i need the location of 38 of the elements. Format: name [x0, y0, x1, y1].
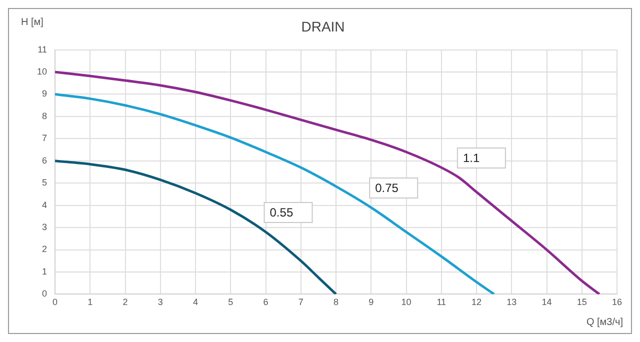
series-label: 0.55: [270, 205, 294, 220]
y-axis-title: H [м]: [21, 16, 44, 28]
y-tick-label: 3: [42, 222, 48, 232]
x-tick-label: 4: [193, 297, 198, 308]
y-tick-label: 9: [42, 88, 48, 99]
x-tick-label: 7: [298, 297, 304, 308]
x-tick-label: 10: [401, 297, 412, 308]
x-tick-label: 0: [52, 297, 58, 308]
line-series: [55, 160, 338, 294]
x-tick-label: 6: [263, 297, 268, 308]
x-axis-title: Q [м3/ч]: [586, 316, 624, 328]
series-label: 1.1: [462, 150, 480, 165]
y-tick-label: 4: [42, 200, 48, 210]
x-tick-label: 11: [436, 297, 446, 308]
chart-title: DRAIN: [301, 18, 345, 34]
series-label: 0.75: [375, 180, 399, 195]
y-tick-label: 7: [42, 133, 48, 144]
x-tick-label: 15: [576, 297, 587, 308]
y-tick-label: 1: [42, 266, 48, 276]
x-tick-label: 12: [471, 297, 482, 308]
x-tick-label: 3: [158, 297, 163, 308]
y-tick-label: 10: [36, 66, 48, 77]
x-tick-label: 8: [334, 297, 339, 308]
y-tick-label: 2: [42, 244, 48, 254]
line-series: [55, 92, 496, 294]
y-tick-label: 5: [42, 178, 48, 188]
x-tick-label: 16: [612, 297, 622, 308]
x-tick-label: 5: [228, 297, 234, 308]
x-tick-label: 1: [88, 297, 93, 308]
y-tick-label: 11: [38, 44, 48, 54]
line-series: [55, 70, 601, 294]
y-tick-label: 8: [42, 110, 48, 121]
x-tick-label: 2: [122, 297, 128, 308]
y-tick-label: 6: [42, 155, 48, 166]
x-tick-label: 9: [368, 297, 374, 308]
x-tick-label: 14: [542, 297, 552, 308]
y-tick-label: 0: [42, 288, 48, 299]
x-tick-label: 13: [506, 297, 517, 308]
